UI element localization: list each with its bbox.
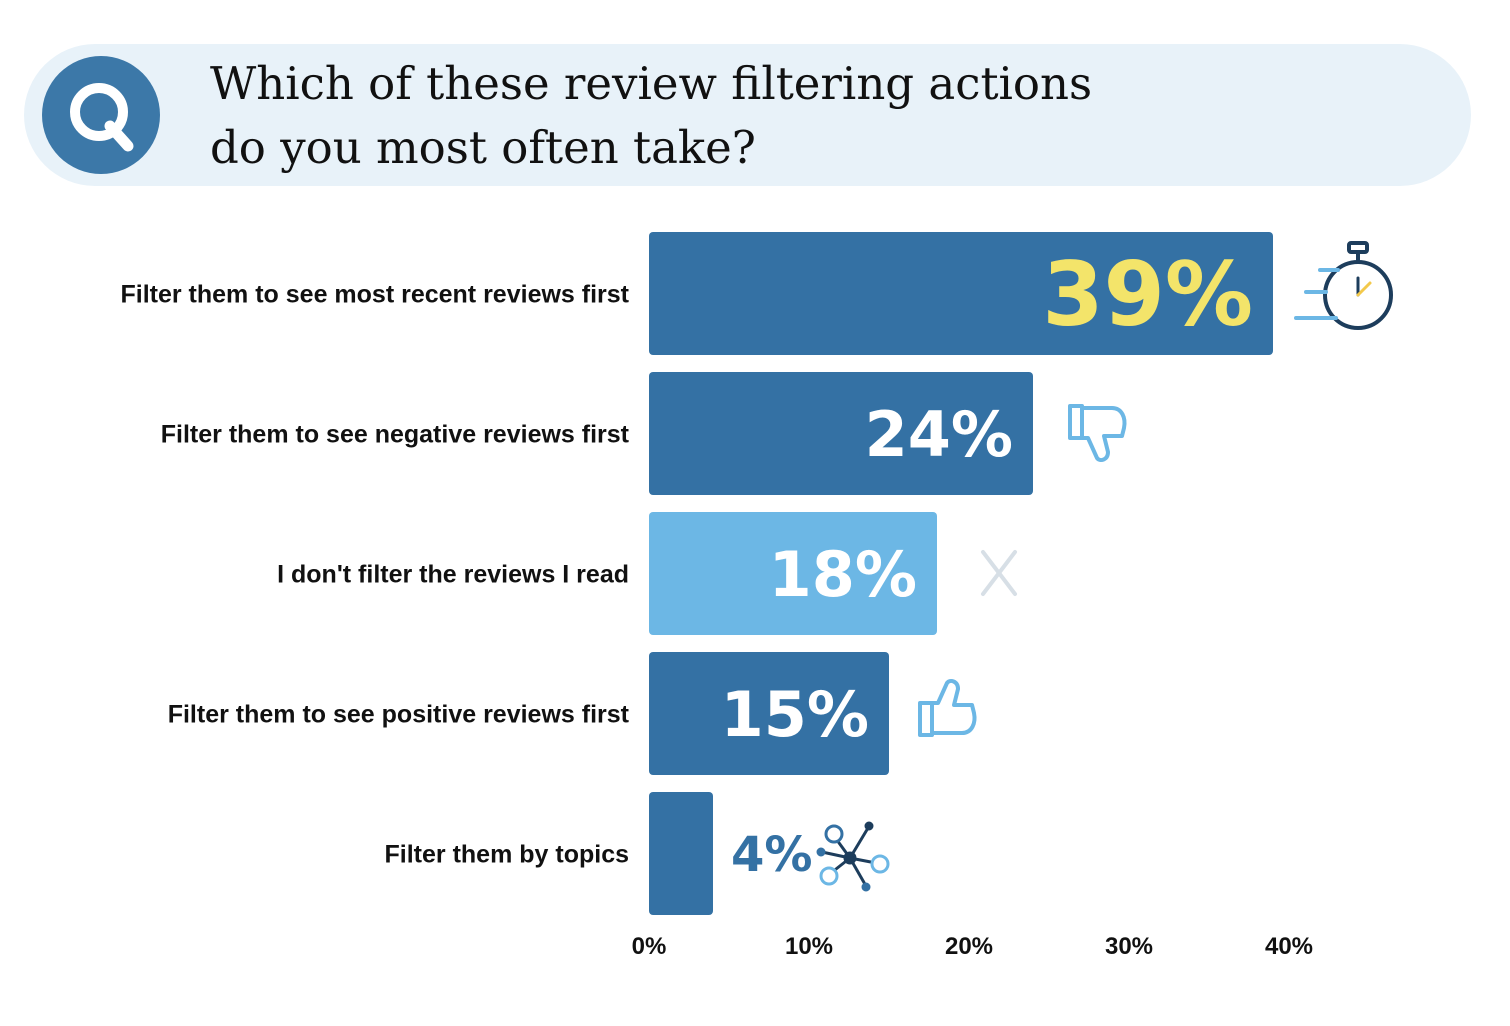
thumbs-down-icon: [1068, 404, 1127, 462]
question-title-line-1: Which of these review filtering actions: [210, 57, 1093, 110]
x-tick-label-4: 40%: [1265, 933, 1313, 960]
icons-layer: [816, 241, 1393, 892]
x-tick-label-0: 0%: [632, 933, 667, 960]
category-label-0: Filter them to see most recent reviews f…: [120, 281, 629, 309]
x-icon: [981, 550, 1017, 596]
bars-layer: Filter them to see most recent reviews f…: [120, 232, 1273, 915]
thumbs-up-icon: [918, 679, 977, 737]
x-axis-ticks: 0% 10% 20% 30% 40%: [632, 933, 1313, 960]
bar-3: [649, 652, 889, 775]
value-label-0: 39%: [1042, 243, 1253, 346]
question-badge: [42, 56, 160, 174]
value-label-1: 24%: [865, 398, 1013, 471]
category-label-2: I don't filter the reviews I read: [277, 561, 629, 589]
category-label-3: Filter them to see positive reviews firs…: [168, 701, 630, 729]
stopwatch-icon: [1294, 241, 1393, 330]
network-icon: [816, 821, 890, 892]
x-tick-label-3: 30%: [1105, 933, 1153, 960]
value-label-2: 18%: [769, 538, 917, 611]
bar-1: [649, 372, 1033, 495]
value-label-4: 4%: [731, 827, 813, 883]
question-banner: [24, 44, 1471, 186]
question-title: Which of these review filtering actions …: [210, 52, 1410, 180]
category-label-4: Filter them by topics: [385, 841, 629, 869]
bar-0: [649, 232, 1273, 355]
bar-4: [649, 792, 713, 915]
x-tick-label-2: 20%: [945, 933, 993, 960]
bar-2: [649, 512, 937, 635]
category-label-1: Filter them to see negative reviews firs…: [161, 421, 630, 449]
x-tick-label-1: 10%: [785, 933, 833, 960]
value-label-3: 15%: [721, 678, 869, 751]
question-title-line-2: do you most often take?: [210, 121, 756, 174]
magnifier-q-icon: [70, 83, 134, 152]
